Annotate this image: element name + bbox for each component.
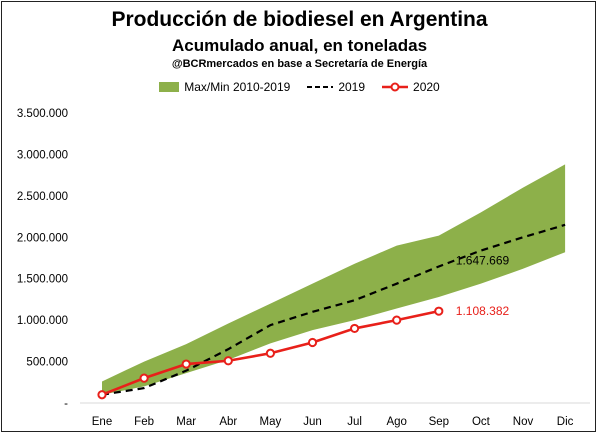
x-tick-label: Ene: [92, 416, 112, 428]
legend-label-2019: 2019: [338, 80, 366, 94]
y-tick-label: 2.000.000: [17, 232, 68, 244]
legend-item-2020: 2020: [381, 80, 440, 94]
legend-label-band: Max/Min 2010-2019: [184, 80, 291, 94]
series-2020-point: [97, 390, 107, 400]
x-tick-label: Jun: [303, 416, 322, 428]
legend-item-2019: 2019: [306, 80, 365, 94]
series-2019-line: [101, 223, 566, 396]
x-tick-label: Nov: [513, 416, 534, 428]
y-tick-label: 1.500.000: [17, 274, 68, 286]
y-tick-label: 2.500.000: [17, 191, 68, 203]
x-tick-label: Mar: [176, 416, 196, 428]
series-2020-point: [181, 359, 191, 369]
legend-swatch-2019: [307, 86, 334, 88]
series-2020-point: [265, 348, 275, 358]
chart-title: Producción de biodiesel en Argentina: [111, 8, 488, 31]
y-tick-label: 3.000.000: [17, 149, 68, 161]
x-tick-label: Abr: [219, 416, 237, 428]
chart-legend: Max/Min 2010-2019 2019 2020: [0, 80, 599, 94]
x-tick-label: Feb: [134, 416, 154, 428]
legend-swatch-2020: [382, 82, 409, 92]
annotation-2019-sep: 1.647.669: [456, 253, 510, 267]
series-2020-point: [392, 315, 402, 325]
y-tick-label: 500.000: [26, 357, 68, 369]
series-2020-point: [307, 337, 318, 348]
series-2020-point: [223, 356, 233, 366]
x-tick-label: Ago: [386, 416, 406, 428]
y-tick-label: 3.500.000: [17, 108, 68, 120]
legend-swatch-band: [159, 82, 180, 92]
annotation-2020-sep: 1.108.382: [456, 304, 510, 318]
legend-item-band: Max/Min 2010-2019: [159, 80, 290, 94]
x-tick-label: May: [260, 416, 282, 428]
series-2020-point: [139, 373, 149, 383]
y-tick-label: 1.000.000: [17, 315, 68, 327]
legend-label-2020: 2020: [413, 80, 440, 94]
y-tick-label: -: [64, 398, 68, 410]
chart-subtitle: Acumulado anual, en toneladas: [171, 36, 428, 55]
series-2020-point: [434, 306, 444, 316]
series-2020-point: [350, 323, 360, 334]
x-tick-label: Jul: [347, 416, 362, 428]
band-max-min-area: [102, 164, 566, 395]
chart-source: @BCRmercados en base a Secretaría de Ene…: [171, 58, 428, 70]
x-tick-label: Dic: [557, 416, 574, 428]
x-tick-label: Oct: [472, 416, 491, 428]
x-tick-label: Sep: [429, 416, 449, 428]
